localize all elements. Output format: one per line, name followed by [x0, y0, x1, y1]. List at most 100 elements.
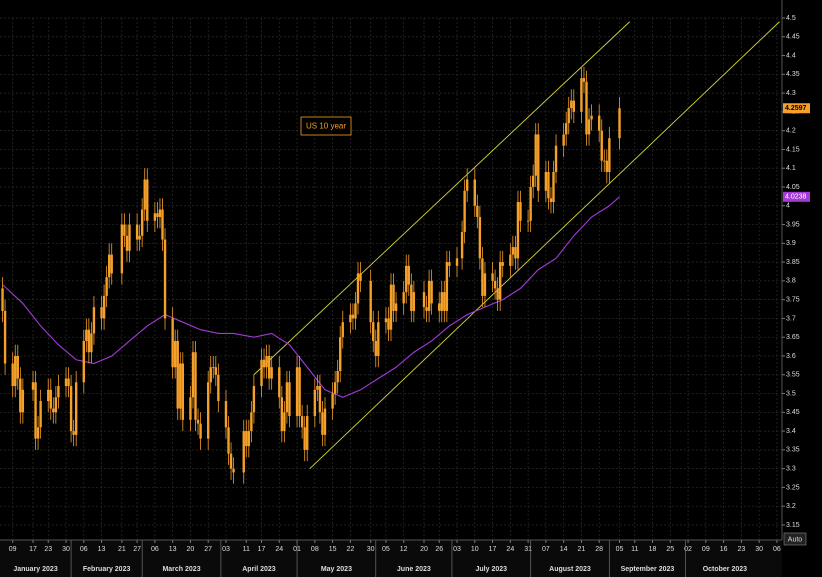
x-tick-label: 12	[400, 546, 408, 553]
candle-body	[34, 382, 37, 439]
candle-body	[176, 340, 179, 409]
candle-body	[412, 292, 416, 311]
candle-body	[72, 431, 75, 435]
candle-body	[443, 292, 446, 311]
last-price-tag	[783, 103, 810, 114]
candle-body	[410, 284, 413, 311]
y-tick-label: 3.7	[786, 315, 796, 322]
candle-body	[283, 412, 286, 432]
x-tick-label: 09	[9, 546, 17, 553]
x-tick-label: 22	[346, 546, 354, 553]
candle-body	[3, 310, 7, 364]
candle-body	[39, 401, 42, 428]
candle-body	[455, 258, 459, 266]
candle-body	[349, 314, 352, 323]
candle-body	[501, 262, 504, 266]
moving-average-line	[2, 196, 620, 398]
candle-body	[377, 322, 380, 356]
y-tick-label: 3.75	[786, 296, 800, 303]
candle-body	[135, 224, 139, 240]
x-tick-label: 14	[560, 546, 568, 553]
x-tick-label: 30	[367, 546, 375, 553]
candle-body	[582, 78, 586, 82]
candle-body	[605, 160, 609, 172]
candle-body	[171, 318, 174, 368]
y-tick-label: 4.1	[786, 165, 796, 172]
month-label: August 2023	[549, 566, 591, 573]
candle-body	[179, 363, 182, 409]
y-tick-label: 3.25	[786, 484, 800, 491]
candle-body	[384, 318, 388, 323]
x-tick-label: 15	[329, 546, 337, 553]
y-tick-label: 3.35	[786, 447, 800, 454]
candle-body	[537, 134, 540, 191]
candle-body	[14, 355, 17, 387]
candle-body	[92, 307, 96, 334]
auto-button[interactable]	[783, 532, 807, 546]
candle-body	[440, 292, 443, 311]
candle-body	[572, 100, 576, 112]
candle-body	[1, 288, 4, 311]
candle-body	[519, 202, 522, 221]
candle-body	[514, 247, 517, 259]
candle-body	[351, 314, 355, 319]
candle-body	[529, 186, 532, 221]
x-tick-label: 17	[489, 546, 497, 553]
x-tick-label: 06	[773, 546, 781, 553]
candle-body	[105, 277, 108, 296]
x-tick-label: 03	[453, 546, 461, 553]
candle-body	[354, 303, 357, 319]
candle-body	[143, 179, 146, 210]
month-label: June 2023	[397, 566, 431, 573]
candle-body	[252, 386, 256, 413]
candle-body	[110, 254, 113, 274]
candle-body	[465, 179, 469, 191]
candle-body	[478, 217, 482, 259]
y-tick-label: 4.15	[786, 146, 800, 153]
candle-body	[82, 340, 85, 383]
candle-body	[590, 115, 593, 120]
candle-body	[580, 78, 583, 112]
candle-body	[321, 412, 324, 435]
auto-button-label[interactable]: Auto	[788, 536, 803, 543]
candle-body	[85, 329, 88, 341]
x-tick-label: 13	[169, 546, 177, 553]
candle-body	[16, 355, 19, 379]
x-tick-label: 09	[702, 546, 710, 553]
y-tick-label: 3.55	[786, 372, 800, 379]
candle-body	[476, 205, 479, 218]
candle-body	[288, 382, 291, 417]
candle-body	[125, 235, 129, 251]
x-tick-label: 23	[737, 546, 745, 553]
candle-body	[212, 367, 215, 369]
month-label: March 2023	[162, 566, 200, 573]
x-tick-label: 10	[471, 546, 479, 553]
candle-body	[544, 171, 548, 191]
candle-body	[425, 307, 428, 311]
y-tick-label: 4.5	[786, 15, 796, 22]
candle-body	[460, 232, 464, 259]
y-tick-label: 4.45	[786, 34, 800, 41]
candle-body	[498, 262, 502, 300]
candle-body	[483, 273, 487, 296]
x-tick-label: 17	[29, 546, 37, 553]
candle-body	[430, 280, 433, 304]
candle-body	[227, 427, 230, 454]
axes: 3.15 3.2 3.25 3.3 3.35 3.4 3.45 3.5 3.55 3.6 3.65 3…	[9, 15, 810, 577]
candle-body	[496, 288, 499, 300]
x-tick-label: 07	[542, 546, 550, 553]
x-tick-label: 05	[382, 546, 390, 553]
candle-body	[562, 134, 565, 146]
candle-body	[318, 386, 322, 413]
y-tick-label: 3.5	[786, 390, 796, 397]
candle-body	[36, 427, 40, 439]
candle-body	[481, 258, 484, 296]
candle-body	[585, 81, 588, 135]
candle-body	[438, 303, 441, 311]
candle-body	[339, 337, 342, 372]
candle-body	[516, 202, 520, 259]
candle-body	[473, 179, 476, 206]
candle-body	[229, 453, 233, 469]
y-tick-label: 3.65	[786, 334, 800, 341]
